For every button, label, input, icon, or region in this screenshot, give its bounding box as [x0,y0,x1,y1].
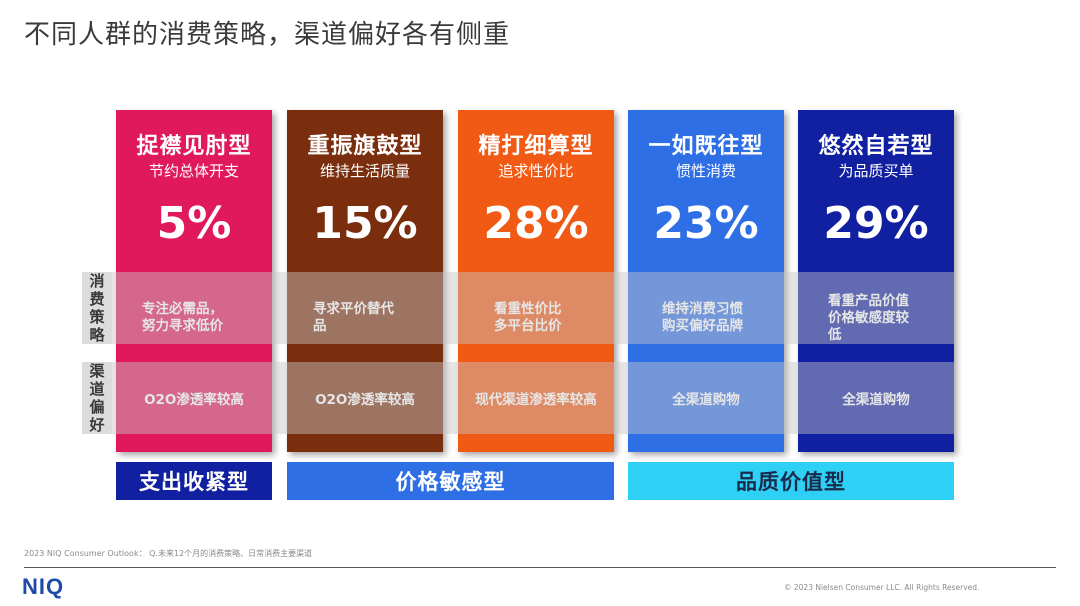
segment-subtitle: 惯性消费 [675,162,736,180]
segment-channel: 全渠道购物 [672,391,740,408]
segment-card-2: 重振旗鼓型 维持生活质量 15% 寻求平价替代品 O2O渗透率较高 [287,110,443,452]
footer-divider [24,567,1056,568]
segment-name: 精打细算型 [478,134,594,159]
segment-strategy: 看重产品价值 价格敏感度较低 [828,292,909,343]
strategy-row-band [82,272,954,344]
source-note: 2023 NIQ Consumer Outlook： Q.未来12个月的消费策略… [24,549,313,558]
group-label-spending-tight: 支出收紧型 [116,462,272,500]
copyright-text: © 2023 Nielsen Consumer LLC. All Rights … [784,583,980,592]
segment-strategy: 看重性价比 多平台比价 [494,301,562,334]
segment-channel: 现代渠道渗透率较高 [475,391,597,408]
page-title: 不同人群的消费策略，渠道偏好各有侧重 [24,20,511,50]
segment-strategy: 专注必需品， 努力寻求低价 [142,301,223,334]
segment-percent: 23% [653,198,759,249]
group-label-quality-value: 品质价值型 [628,462,954,500]
segment-strategy: 寻求平价替代品 [313,301,394,334]
row-label-strategy: 消费策略 [82,272,112,344]
segment-card-1: 捉襟见肘型 节约总体开支 5% 专注必需品， 努力寻求低价 O2O渗透率较高 [116,110,272,452]
segment-name: 捉襟见肘型 [136,134,252,159]
segment-channel: 全渠道购物 [842,391,910,408]
segment-percent: 29% [823,198,929,249]
row-label-channel: 渠道偏好 [82,362,112,434]
niq-logo: NIQ [22,574,65,599]
segment-channel: O2O渗透率较高 [144,391,244,408]
channel-row-band [82,362,954,434]
segment-percent: 28% [483,198,589,249]
segment-percent: 5% [156,198,232,249]
segment-subtitle: 维持生活质量 [319,162,410,180]
segment-card-5: 悠然自若型 为品质买单 29% 看重产品价值 价格敏感度较低 全渠道购物 [798,110,954,452]
segment-name: 悠然自若型 [818,134,934,159]
segment-card-4: 一如既往型 惯性消费 23% 维持消费习惯 购买偏好品牌 全渠道购物 [628,110,784,452]
segment-subtitle: 节约总体开支 [148,162,239,180]
segment-subtitle: 为品质买单 [838,162,914,180]
segment-channel: O2O渗透率较高 [315,391,415,408]
segment-name: 重振旗鼓型 [307,134,423,159]
segment-card-3: 精打细算型 追求性价比 28% 看重性价比 多平台比价 现代渠道渗透率较高 [458,110,614,452]
group-label-price-sensitive: 价格敏感型 [287,462,614,500]
segment-percent: 15% [312,198,418,249]
segment-subtitle: 追求性价比 [498,162,574,180]
segment-name: 一如既往型 [648,134,764,159]
segment-strategy: 维持消费习惯 购买偏好品牌 [662,301,743,334]
